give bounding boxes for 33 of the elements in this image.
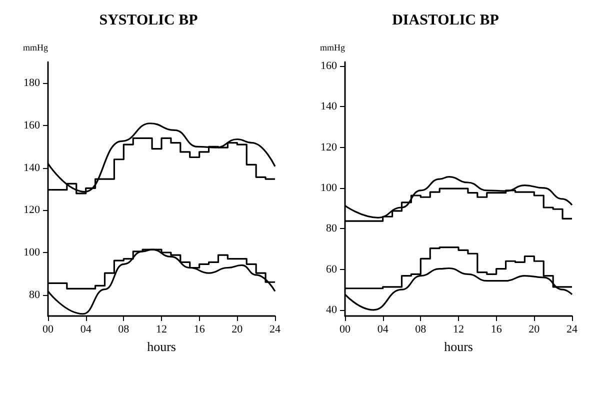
x-axis-title: hours <box>147 339 176 354</box>
x-tick-label: 20 <box>528 324 540 336</box>
y-tick-label: 120 <box>24 204 40 216</box>
y-tick-label: 160 <box>24 120 40 132</box>
x-tick-label: 04 <box>377 324 389 336</box>
x-tick-label: 16 <box>194 324 206 336</box>
y-tick-label: 160 <box>320 60 338 72</box>
y-tick-label: 100 <box>24 246 40 258</box>
y-tick-label: 140 <box>24 162 40 174</box>
y-tick-label: 140 <box>320 100 338 113</box>
y-tick-label: 40 <box>326 304 338 316</box>
y-axis-title: mmHg <box>22 42 48 52</box>
x-axis-title: hours <box>444 339 473 354</box>
x-tick-label: 00 <box>340 324 351 336</box>
y-tick-label: 60 <box>326 263 338 276</box>
x-tick-label: 00 <box>42 324 54 336</box>
x-tick-label: 04 <box>80 324 92 336</box>
x-tick-label: 12 <box>156 324 167 336</box>
y-axis-title: mmHg <box>320 42 346 52</box>
chart-title: DIASTOLIC BP <box>392 12 499 28</box>
x-tick-label: 08 <box>118 324 130 336</box>
x-tick-label: 12 <box>453 324 464 336</box>
x-tick-label: 24 <box>566 324 578 336</box>
y-tick-label: 180 <box>24 77 40 90</box>
x-tick-label: 16 <box>490 324 502 336</box>
y-tick-label: 100 <box>320 182 338 194</box>
x-tick-label: 20 <box>232 324 244 336</box>
x-tick-label: 24 <box>270 324 281 336</box>
y-tick-label: 80 <box>29 288 40 301</box>
x-tick-label: 08 <box>415 324 427 336</box>
chart-title: SYSTOLIC BP <box>99 12 198 28</box>
y-tick-label: 120 <box>320 141 338 154</box>
y-tick-label: 80 <box>326 222 338 235</box>
